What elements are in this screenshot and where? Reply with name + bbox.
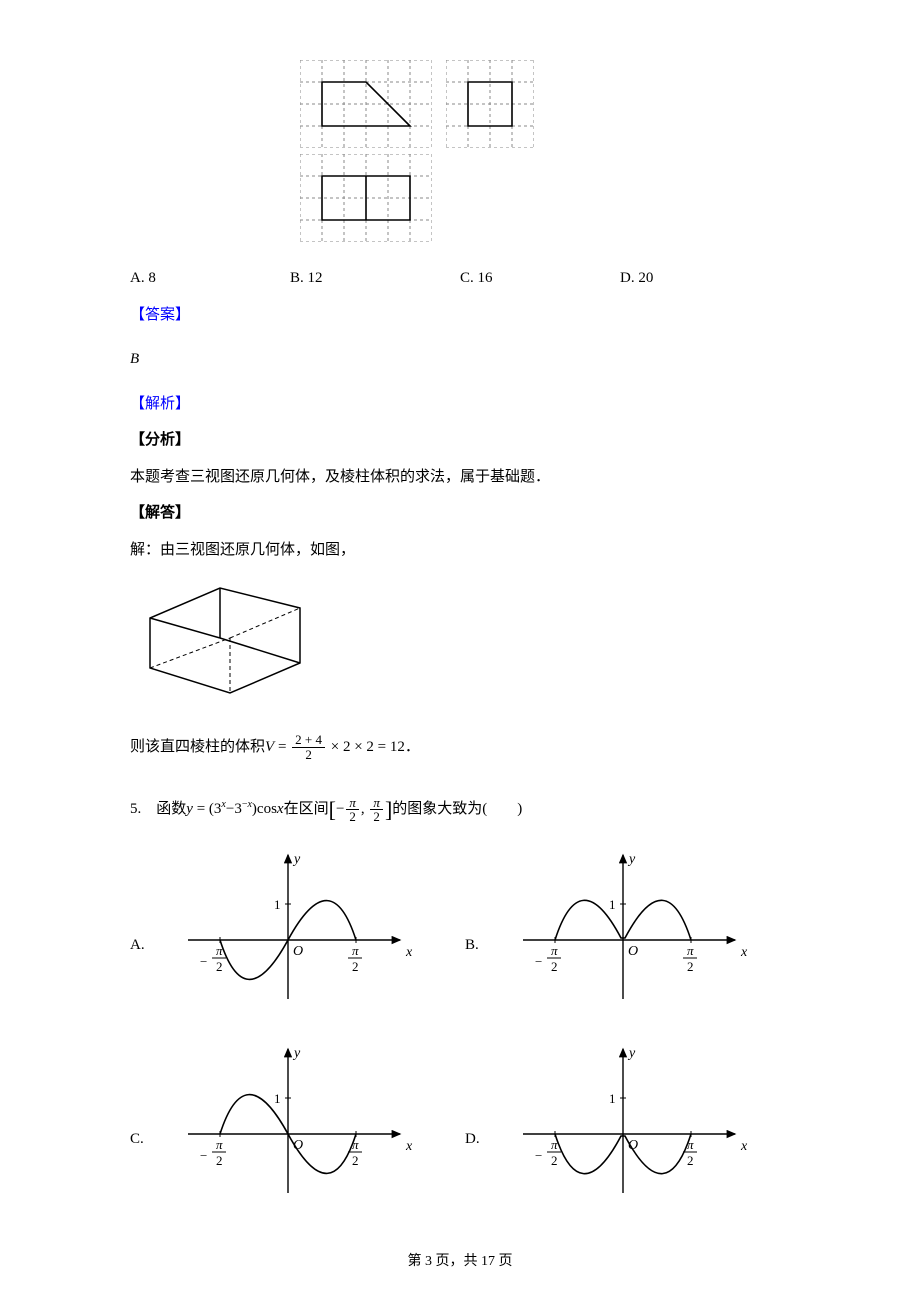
svg-text:1: 1 bbox=[609, 897, 616, 912]
graph-cell-d: D. yxO1−π2π2 bbox=[465, 1039, 790, 1199]
svg-text:y: y bbox=[292, 1046, 301, 1061]
q5-min: −3 bbox=[226, 801, 242, 817]
q5-cos: )cos bbox=[252, 801, 277, 817]
page-footer: 第 3 页，共 17 页 bbox=[130, 1249, 790, 1276]
graph-cell-a: A. yxO1−π2π2 bbox=[130, 845, 455, 1005]
svg-text:x: x bbox=[405, 945, 413, 960]
volume-V: V bbox=[265, 739, 274, 755]
q5-p1n: π bbox=[346, 796, 359, 811]
q5-opt-b: B. bbox=[465, 891, 493, 960]
footer-tot: 17 bbox=[481, 1254, 495, 1269]
volume-eq: = bbox=[274, 739, 290, 755]
svg-text:1: 1 bbox=[274, 897, 281, 912]
svg-text:2: 2 bbox=[551, 959, 558, 974]
volume-rest: × 2 × 2 = 12． bbox=[327, 739, 420, 755]
explain-header: 【解析】 bbox=[130, 390, 790, 419]
q5-mid: 在区间 bbox=[284, 801, 329, 817]
three-view-diagrams bbox=[300, 60, 534, 248]
option-b: B. 12 bbox=[290, 264, 460, 293]
q5-num: 5. bbox=[130, 801, 141, 817]
svg-text:2: 2 bbox=[216, 1153, 223, 1168]
solve-header: 【解答】 bbox=[130, 499, 790, 528]
q5-eq: = (3 bbox=[193, 801, 221, 817]
svg-text:2: 2 bbox=[352, 959, 359, 974]
q5-im: , bbox=[361, 801, 369, 817]
q4-options: A. 8 B. 12 C. 16 D. 20 bbox=[130, 264, 790, 293]
question-5: 5. 函数y = (3x−3−x)cosx在区间[−π2, π2]的图象大致为(… bbox=[130, 789, 790, 1199]
svg-text:1: 1 bbox=[274, 1091, 281, 1106]
option-d: D. 20 bbox=[620, 264, 653, 293]
svg-text:x: x bbox=[405, 1139, 413, 1154]
footer-mid: 页，共 bbox=[432, 1254, 481, 1269]
volume-prefix: 则该直四棱柱的体积 bbox=[130, 739, 265, 755]
svg-text:2: 2 bbox=[551, 1153, 558, 1168]
svg-text:−: − bbox=[535, 1148, 542, 1163]
graph-d: yxO1−π2π2 bbox=[493, 1039, 753, 1199]
q5-p1d: 2 bbox=[346, 810, 359, 824]
svg-text:2: 2 bbox=[687, 959, 694, 974]
vf-den: 2 bbox=[292, 748, 325, 762]
volume-line: 则该直四棱柱的体积V = 2 + 42 × 2 × 2 = 12． bbox=[130, 733, 790, 762]
solve-line1: 解：由三视图还原几何体，如图， bbox=[130, 536, 790, 565]
graph-cell-c: C. yxO1−π2π2 bbox=[130, 1039, 455, 1199]
footer-pre: 第 bbox=[408, 1254, 426, 1269]
svg-text:x: x bbox=[740, 1139, 748, 1154]
svg-text:2: 2 bbox=[216, 959, 223, 974]
graph-b: yxO1−π2π2 bbox=[493, 845, 753, 1005]
graph-cell-b: B. yxO1−π2π2 bbox=[465, 845, 790, 1005]
q5-opt-a: A. bbox=[130, 891, 158, 960]
q5-y: y bbox=[186, 801, 193, 817]
q5-pre: 函数 bbox=[156, 801, 186, 817]
graph-c: yxO1−π2π2 bbox=[158, 1039, 418, 1199]
option-a: A. 8 bbox=[130, 264, 290, 293]
q5-opt-d: D. bbox=[465, 1085, 493, 1154]
svg-text:2: 2 bbox=[687, 1153, 694, 1168]
front-view bbox=[300, 60, 432, 148]
svg-text:π: π bbox=[551, 943, 558, 958]
svg-text:1: 1 bbox=[609, 1091, 616, 1106]
answer-header: 【答案】 bbox=[130, 301, 790, 330]
svg-text:y: y bbox=[627, 852, 636, 867]
top-view bbox=[300, 154, 432, 242]
svg-text:π: π bbox=[687, 943, 694, 958]
analysis-body: 本题考查三视图还原几何体，及棱柱体积的求法，属于基础题． bbox=[130, 463, 790, 492]
svg-text:−: − bbox=[535, 954, 542, 969]
analysis-header: 【分析】 bbox=[130, 426, 790, 455]
svg-text:−: − bbox=[200, 1148, 207, 1163]
svg-text:O: O bbox=[628, 944, 638, 959]
footer-suf: 页 bbox=[495, 1254, 513, 1269]
solid-3d-figure bbox=[130, 578, 790, 719]
svg-text:π: π bbox=[216, 1137, 223, 1152]
svg-text:−: − bbox=[200, 954, 207, 969]
q5-opt-c: C. bbox=[130, 1085, 158, 1154]
svg-text:y: y bbox=[627, 1046, 636, 1061]
q5-post: 的图象大致为( ) bbox=[392, 801, 522, 817]
q5-p2n: π bbox=[370, 796, 383, 811]
option-c: C. 16 bbox=[460, 264, 620, 293]
svg-text:x: x bbox=[740, 945, 748, 960]
svg-text:2: 2 bbox=[352, 1153, 359, 1168]
side-view bbox=[446, 60, 534, 148]
footer-cur: 3 bbox=[425, 1254, 432, 1269]
answer-value: B bbox=[130, 345, 790, 374]
q5-p2d: 2 bbox=[370, 810, 383, 824]
svg-text:O: O bbox=[293, 944, 303, 959]
vf-num: 2 + 4 bbox=[292, 733, 325, 748]
svg-text:y: y bbox=[292, 852, 301, 867]
svg-text:π: π bbox=[352, 943, 359, 958]
q5-graphs: A. yxO1−π2π2 B. yxO1−π2π2 C. yxO1−π2π2 D… bbox=[130, 845, 790, 1199]
graph-a: yxO1−π2π2 bbox=[158, 845, 418, 1005]
q5-x2: x bbox=[277, 801, 284, 817]
